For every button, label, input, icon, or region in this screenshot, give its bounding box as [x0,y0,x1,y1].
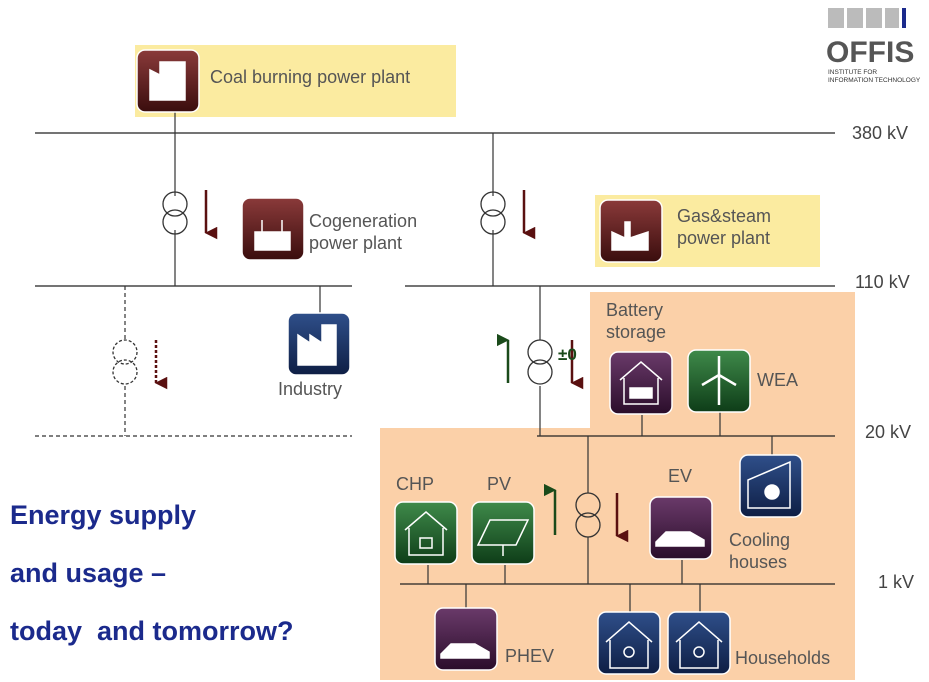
node-label: Industry [278,379,342,399]
node-label: PHEV [505,646,554,666]
logo-name: OFFIS [826,36,914,69]
node-label: Cogeneration [309,211,417,231]
node-label: Coal burning power plant [210,67,410,87]
logo: OFFIS INSTITUTE FOR INFORMATION TECHNOLO… [826,8,921,84]
flow-arrows [154,190,629,543]
node-label: CHP [396,474,434,494]
transformers [112,191,601,538]
logo-subtitle: INSTITUTE FOR [828,69,877,76]
voltage-label: 1 kV [878,572,914,592]
icons [136,49,803,675]
transformer-label: ±0 [558,345,577,364]
node-label: power plant [309,233,402,253]
node-label: Households [735,648,830,668]
node-label: EV [668,466,692,486]
node-label: Cooling [729,530,790,550]
logo-subtitle: INFORMATION TECHNOLOGY [828,77,921,84]
node-label: Gas&steam [677,206,771,226]
voltage-label: 110 kV [855,272,910,292]
node-label: power plant [677,228,770,248]
voltage-label: 380 kV [852,123,908,143]
title: Energy supply [10,500,196,530]
voltage-label: 20 kV [865,422,911,442]
title: today and tomorrow? [10,616,294,646]
node-label: WEA [757,370,798,390]
node-label: storage [606,322,666,342]
title: and usage – [10,558,166,588]
node-label: Battery [606,300,663,320]
node-label: PV [487,474,511,494]
wires [124,112,773,612]
node-label: houses [729,552,787,572]
